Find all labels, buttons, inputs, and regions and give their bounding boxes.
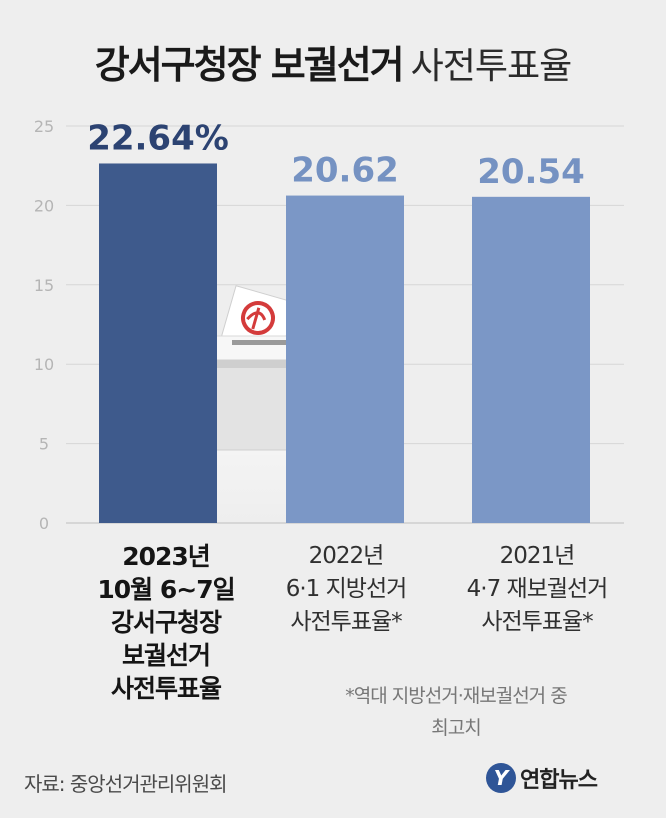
category-label: 2021년 4·7 재보궐선거 사전투표율* xyxy=(466,543,609,635)
y-tick-label: 5 xyxy=(39,435,49,454)
logo-text: 연합뉴스 xyxy=(520,768,598,793)
bar xyxy=(286,195,404,524)
source-text: 자료: 중앙선거관리위원회 xyxy=(24,772,227,796)
logo-mark-icon: Y xyxy=(486,763,516,793)
y-tick-label: 10 xyxy=(34,355,54,374)
category-label: 2023년 10월 6~7일 강서구청장 보궐선거 사전투표율 xyxy=(97,542,235,703)
data-label: 20.62 xyxy=(291,151,399,191)
chart-title: 강서구청장 보궐선거 사전투표율 xyxy=(0,34,666,89)
bar xyxy=(472,196,590,523)
y-tick-label: 15 xyxy=(34,276,54,295)
y-tick-label: 20 xyxy=(34,196,54,215)
title-main: 강서구청장 보궐선거 xyxy=(94,43,405,87)
y-tick-label: 0 xyxy=(39,514,49,533)
category-label: 2022년 6·1 지방선거 사전투표율* xyxy=(285,543,408,635)
yonhap-logo: Y 연합뉴스 xyxy=(486,758,598,798)
footnote: *역대 지방선거·재보궐선거 중 최고치 xyxy=(345,685,567,739)
bar xyxy=(99,163,217,523)
data-label: 22.64% xyxy=(87,118,229,158)
y-tick-label: 25 xyxy=(34,117,54,136)
data-label: 20.54 xyxy=(477,152,585,192)
title-sub: 사전투표율 xyxy=(410,46,573,87)
bar-chart: 0 5 10 15 20 25 22.64% 20.62 20.54 xyxy=(34,117,624,533)
